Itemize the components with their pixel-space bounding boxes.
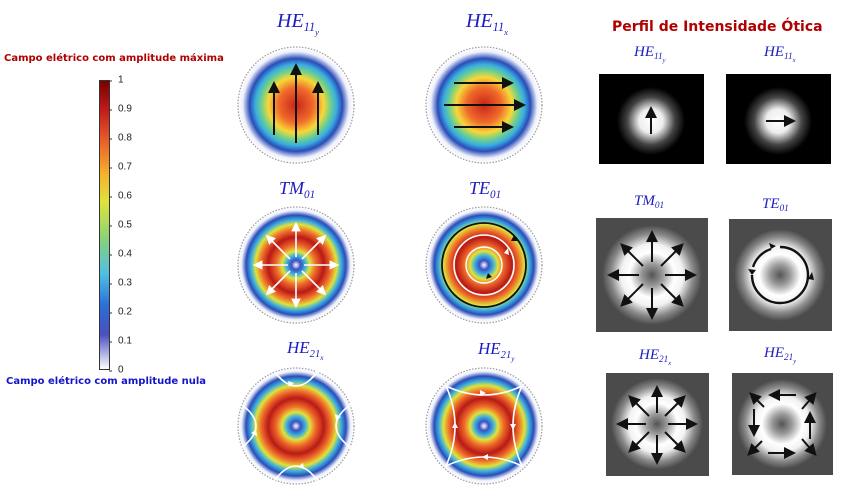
colorbar-tick: 0.4 <box>109 249 132 260</box>
profile-label-he21y: HE21y <box>764 345 797 366</box>
field-disk-he11y <box>237 46 355 164</box>
profile-label-tm01: TM01 <box>634 193 665 212</box>
null-amplitude-label: Campo elétrico com amplitude nula <box>6 376 207 387</box>
intensity-box-he11x <box>726 74 831 164</box>
field-disk-tm01 <box>237 206 355 324</box>
intensity-box-he11y <box>599 74 704 164</box>
colorbar-tick: 0.6 <box>109 191 132 202</box>
colorbar-tick: 1 <box>109 75 124 86</box>
mode-title-he11y: HE11y <box>277 10 319 38</box>
mode-title-he21x: HE21x <box>287 338 324 362</box>
field-disk-he11x <box>425 46 543 164</box>
intensity-box-he21x <box>606 373 709 476</box>
colorbar-tick: 0.1 <box>109 336 132 347</box>
colorbar-tick: 0 <box>109 365 124 376</box>
field-disk-te01 <box>425 206 543 324</box>
profile-label-he11x: HE11x <box>764 44 796 65</box>
profile-label-te01: TE01 <box>762 196 789 215</box>
colorbar-tick: 0.8 <box>109 133 132 144</box>
colorbar-ticks: 1 0.9 0.8 0.7 0.6 0.5 0.4 0.3 0.2 0.1 0 <box>109 75 142 376</box>
intensity-box-tm01 <box>596 218 708 332</box>
mode-title-tm01: TM01 <box>279 178 316 201</box>
intensity-box-te01 <box>729 219 832 331</box>
arrow-icon <box>486 273 492 279</box>
max-amplitude-label: Campo elétrico com amplitude máxima <box>4 53 224 64</box>
colorbar-tick: 0.3 <box>109 278 132 289</box>
colorbar-tick: 0.7 <box>109 162 132 173</box>
arrow-icon <box>511 235 518 241</box>
mode-title-he11x: HE11x <box>466 10 508 38</box>
mode-title-te01: TE01 <box>469 178 502 201</box>
profile-label-he21x: HE21x <box>639 347 672 368</box>
intensity-box-he21y <box>732 373 833 475</box>
profile-label-he11y: HE11y <box>634 44 666 65</box>
colorbar-tick: 0.9 <box>109 104 132 115</box>
arrow-icon <box>504 248 509 255</box>
colorbar-tick: 0.5 <box>109 220 132 231</box>
colorbar-tick: 0.2 <box>109 307 132 318</box>
mode-title-he21y: HE21y <box>478 339 515 363</box>
field-disk-he21y <box>425 367 543 485</box>
field-disk-he21x <box>237 367 355 485</box>
intensity-profile-title: Perfil de Intensidade Ótica <box>612 19 823 35</box>
